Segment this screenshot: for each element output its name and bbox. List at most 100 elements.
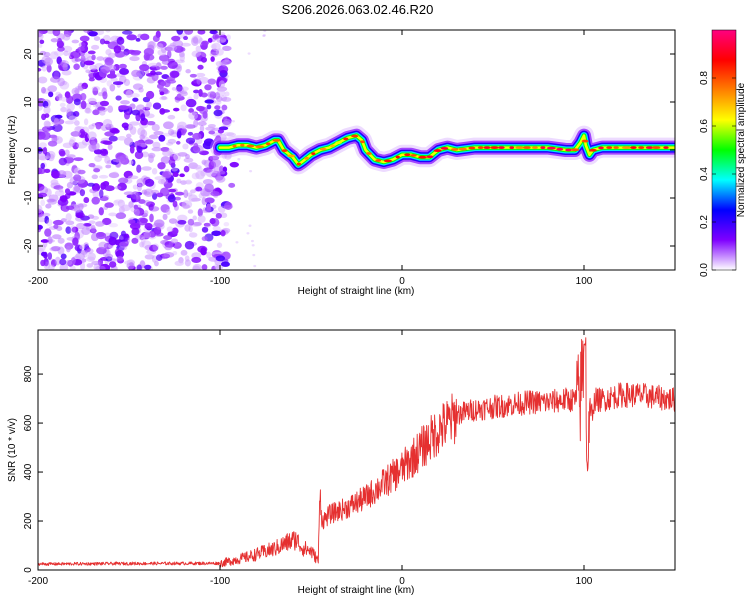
heatmap-noise-speckle — [124, 111, 131, 120]
heatmap-noise-speckle — [223, 131, 235, 137]
heatmap-noise-speckle — [80, 55, 86, 64]
heatmap-noise-speckle — [75, 85, 86, 90]
heatmap-noise-speckle — [237, 158, 241, 161]
heatmap-noise-speckle — [131, 109, 141, 116]
heatmap-noise-speckle — [146, 120, 156, 126]
heatmap-ridge-hotspot — [404, 153, 411, 157]
colorbar-tick-label: 0.8 — [699, 71, 710, 85]
heatmap-noise-speckle — [87, 182, 96, 187]
snr-series-line — [38, 337, 675, 568]
heatmap-ridge-hotspot — [433, 149, 442, 152]
heatmap-noise-speckle — [78, 203, 84, 211]
heatmap-noise-speckle — [209, 30, 218, 35]
heatmap-noise-speckle — [192, 215, 197, 221]
heatmap-noise-speckle — [154, 176, 166, 181]
heatmap-noise-speckle — [210, 191, 220, 197]
heatmap-noise-speckle — [159, 91, 165, 96]
heatmap-noise-speckle — [216, 37, 227, 44]
heatmap-ridge-hotspot — [365, 152, 372, 155]
heatmap-noise-speckle — [60, 106, 67, 113]
heatmap-noise-speckle — [188, 112, 199, 120]
snr-xtick-label: 0 — [399, 576, 405, 587]
heatmap-noise-speckle — [140, 236, 146, 245]
heatmap-noise-speckle — [226, 132, 236, 137]
heatmap-noise-speckle — [188, 194, 198, 202]
heatmap-noise-speckle — [62, 142, 74, 149]
heatmap-noise-speckle — [205, 126, 216, 131]
heatmap-ridge-layer — [210, 125, 675, 175]
heatmap-noise-speckle — [160, 156, 171, 164]
heatmap-noise-speckle — [40, 131, 51, 141]
heatmap-noise-speckle — [102, 118, 113, 128]
heatmap-noise-speckle — [119, 68, 130, 75]
heatmap-noise-speckle — [53, 50, 65, 56]
heatmap-noise-speckle — [217, 129, 225, 134]
heatmap-noise-speckle — [54, 256, 61, 266]
heatmap-noise-speckle — [125, 133, 132, 139]
heatmap-noise-speckle — [98, 174, 109, 179]
heatmap-noise-speckle — [210, 56, 215, 62]
heatmap-noise-speckle — [38, 142, 47, 149]
heatmap-noise-speckle — [58, 148, 66, 156]
heatmap-noise-speckle — [209, 155, 220, 161]
heatmap-noise-speckle — [250, 239, 254, 243]
heatmap-noise-speckle — [143, 199, 151, 206]
heatmap-noise-speckle — [90, 224, 96, 233]
heatmap-noise-speckle — [216, 31, 226, 37]
heatmap-noise-speckle — [184, 255, 190, 262]
heatmap-noise-speckle — [192, 263, 202, 270]
heatmap-noise-speckle — [135, 37, 141, 42]
heatmap-noise-speckle — [127, 175, 139, 180]
heatmap-noise-speckle — [95, 123, 102, 130]
heatmap-noise-speckle — [220, 230, 226, 237]
heatmap-y-axis-label: Frequency (Hz) — [7, 116, 18, 185]
heatmap-ridge-hotspot — [532, 146, 538, 150]
heatmap-noise-speckle — [157, 162, 166, 170]
heatmap-noise-speckle — [157, 49, 167, 57]
heatmap-noise-speckle — [208, 130, 216, 135]
heatmap-noise-speckle — [209, 51, 219, 58]
heatmap-noise-speckle — [91, 54, 96, 61]
heatmap-noise-speckle — [66, 102, 75, 112]
heatmap-noise-speckle — [202, 141, 213, 150]
heatmap-noise-speckle — [220, 212, 228, 219]
heatmap-noise-speckle — [39, 39, 45, 45]
heatmap-noise-speckle — [60, 59, 69, 68]
heatmap-noise-speckle — [46, 150, 56, 160]
heatmap-noise-speckle — [77, 203, 88, 208]
snr-ytick-label: 200 — [23, 512, 34, 529]
colorbar-tick-label: 0.4 — [699, 167, 710, 181]
heatmap-noise-speckle — [215, 255, 226, 262]
heatmap-noise-speckle — [115, 95, 122, 101]
heatmap-noise-speckle — [115, 250, 125, 259]
heatmap-noise-speckle — [65, 205, 75, 210]
heatmap-noise-speckle — [99, 68, 108, 78]
heatmap-noise-speckle — [207, 37, 213, 43]
heatmap-noise-speckle — [172, 250, 178, 256]
heatmap-noise-speckle — [201, 236, 208, 242]
heatmap-noise-speckle — [143, 231, 151, 239]
heatmap-ridge-hotspot — [255, 145, 265, 149]
heatmap-noise-speckle — [46, 219, 53, 227]
heatmap-noise-speckle — [93, 36, 101, 41]
heatmap-noise-speckle — [146, 201, 155, 208]
heatmap-noise-speckle — [141, 151, 149, 158]
heatmap-x-axis-label: Height of straight line (km) — [298, 286, 415, 297]
heatmap-noise-speckle — [108, 212, 117, 217]
heatmap-noise-speckle — [73, 120, 80, 126]
heatmap-noise-speckle — [195, 45, 202, 52]
heatmap-noise-speckle — [91, 215, 100, 220]
heatmap-noise-speckle — [166, 142, 174, 146]
heatmap-noise-speckle — [136, 145, 143, 154]
heatmap-noise-speckle — [203, 222, 212, 228]
heatmap-noise-speckle — [159, 187, 170, 197]
heatmap-noise-speckle — [163, 235, 173, 241]
heatmap-noise-speckle — [154, 71, 163, 76]
heatmap-noise-speckle — [38, 168, 43, 173]
heatmap-noise-speckle — [157, 179, 166, 185]
heatmap-noise-speckle — [185, 137, 196, 144]
heatmap-noise-speckle — [88, 162, 96, 168]
heatmap-noise-speckle — [38, 204, 43, 214]
heatmap-noise-speckle — [172, 200, 178, 208]
heatmap-noise-speckle — [191, 37, 199, 46]
